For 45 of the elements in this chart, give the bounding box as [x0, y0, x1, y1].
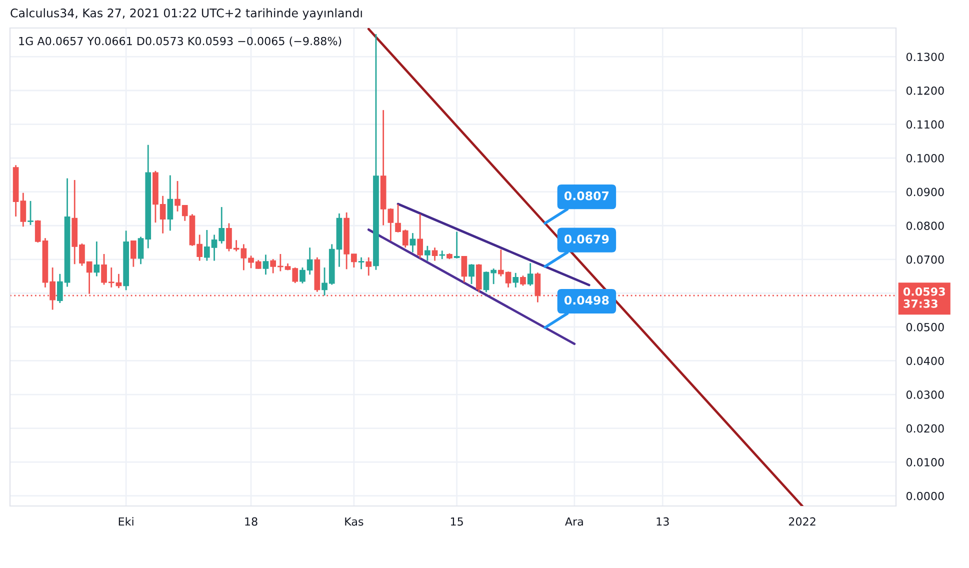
- x-tick-label: Ara: [565, 517, 583, 526]
- candlestick: [512, 272, 519, 288]
- candlestick: [461, 256, 468, 284]
- candlestick: [366, 256, 372, 276]
- candlestick: [410, 232, 416, 253]
- candlestick: [94, 240, 100, 277]
- candlestick: [167, 174, 174, 232]
- annotation: 0.0498: [564, 296, 609, 305]
- x-tick-label: 18: [245, 517, 258, 526]
- candlestick: [432, 246, 438, 262]
- candlestick: [28, 200, 34, 226]
- y-tick-label: 0.1200: [906, 86, 944, 95]
- chart-title: Calculus34, Kas 27, 2021 01:22 UTC+2 tarihinde yayınlandı: [10, 8, 362, 20]
- y-tick-label: 0.0500: [906, 322, 944, 332]
- annotation: 0.0807: [564, 191, 609, 200]
- y-tick-label: 0.0900: [906, 188, 944, 196]
- x-tick-label: Eki: [118, 517, 134, 526]
- y-tick-label: 0.1100: [906, 120, 944, 129]
- candlestick: [388, 208, 394, 242]
- y-tick-label: 0.1000: [906, 154, 944, 162]
- y-tick-label: 0.0300: [906, 390, 944, 399]
- annotation: 0.0679: [564, 234, 609, 244]
- candlestick: [262, 254, 269, 276]
- candlestick: [527, 262, 534, 286]
- y-tick-label: 0.0100: [906, 458, 944, 466]
- candlestick: [130, 240, 136, 268]
- x-tick-label: Kas: [345, 517, 364, 526]
- candlestick: [534, 272, 541, 303]
- candlestick: [358, 256, 364, 270]
- y-tick-label: 0.0400: [906, 356, 944, 366]
- text: 1G A0.0657 Y0.0661 D0.0573 K0.0593 −0.0065 (−9.88%): [19, 36, 342, 47]
- candlestick: [468, 263, 474, 285]
- x-tick-label: 2022: [788, 517, 816, 526]
- y-tick-label: 0.0200: [906, 424, 944, 433]
- y-tick-label: 0.0000: [906, 492, 944, 500]
- y-tick-label: 0.0700: [906, 255, 944, 264]
- candlestick: [417, 213, 423, 260]
- ref-line-label: 0.0593 37:33: [903, 287, 945, 308]
- y-tick-label: 0.0800: [906, 222, 944, 230]
- candlestick: [520, 274, 526, 286]
- y-tick-label: 0.1300: [906, 52, 944, 62]
- x-tick-label: 13: [656, 517, 669, 526]
- x-tick-label: 15: [450, 517, 463, 526]
- candlestick: [424, 245, 430, 262]
- candlestick: [454, 231, 460, 260]
